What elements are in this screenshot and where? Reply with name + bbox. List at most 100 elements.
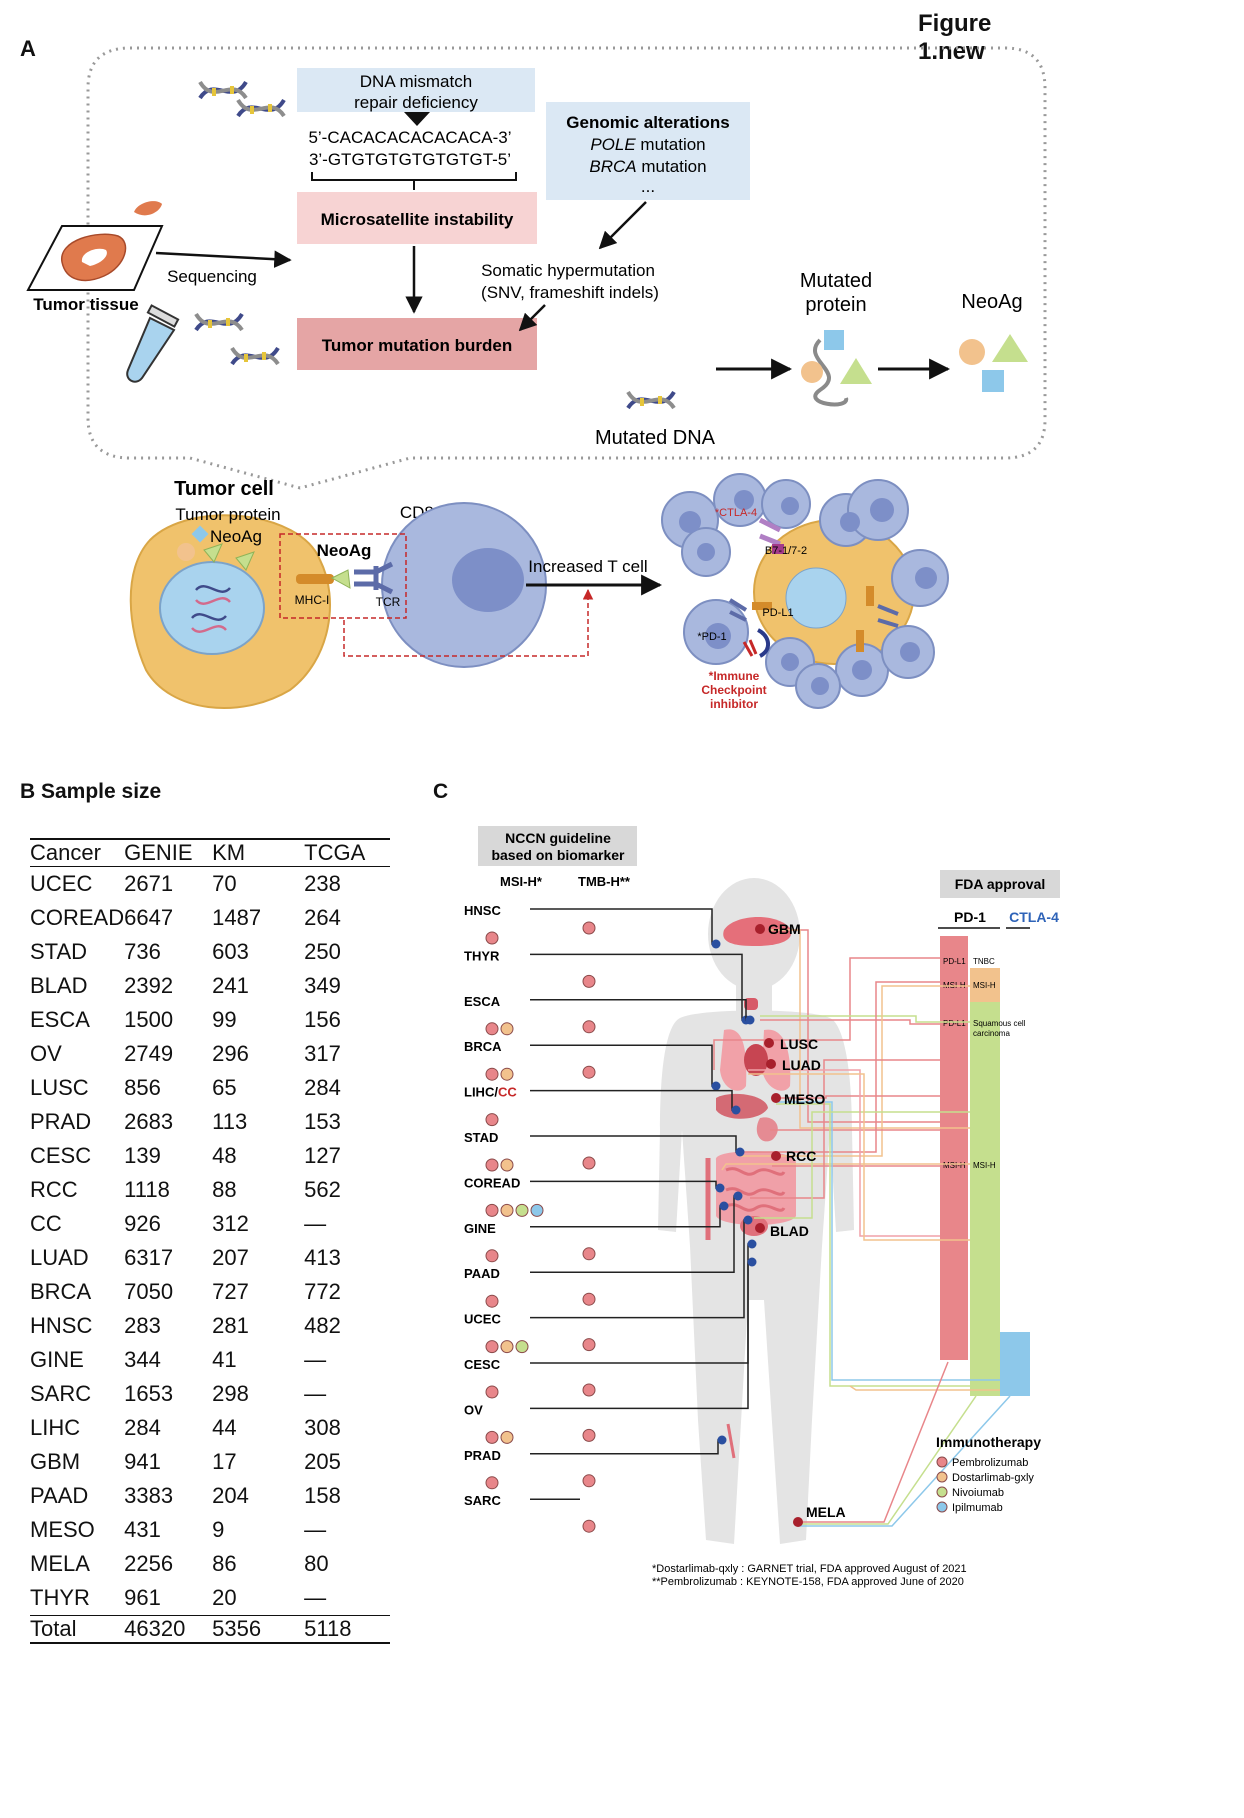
tmb-dot	[582, 1020, 596, 1034]
nccn-line2: based on biomarker	[491, 847, 625, 863]
organ-label-lusc: LUSC	[780, 1036, 818, 1052]
msi-column-header: MSI-H*	[500, 874, 543, 889]
mismatch-line2: repair deficiency	[354, 93, 478, 112]
dostar-bar	[970, 968, 1000, 1002]
cell-km: 241	[212, 973, 249, 998]
legend-label-ipi: Ipilmumab	[952, 1502, 1003, 1514]
cell-cancer: BRCA	[30, 1279, 92, 1304]
table-row: UCEC 2671 70 238	[30, 867, 390, 902]
msi-dot-pembro	[485, 1203, 499, 1217]
legend: Pembrolizumab Dostarlimab-gxly Nivoiumab Ip…	[936, 1456, 1034, 1514]
organ-label-gbm: GBM	[768, 921, 801, 937]
cell-cancer: ESCA	[30, 1007, 90, 1032]
ici-line3: inhibitor	[710, 697, 758, 711]
cell-cancer: LIHC	[30, 1415, 81, 1440]
cell-km: 20	[212, 1585, 237, 1610]
bar-label-msih-4: MSI-H	[973, 1161, 996, 1170]
table-body: UCEC 2671 70 238 COREAD 6647 1487 264 STAD 736 603…	[30, 867, 390, 1616]
tmb-dot	[582, 1247, 596, 1261]
cell-tcga: 250	[304, 939, 341, 964]
bar-label-squamous-1: Squamous cell	[973, 1019, 1026, 1028]
figure-title: Figure 1.new	[918, 10, 1028, 66]
cancer-label: COREAD	[464, 1175, 520, 1190]
legend-swatch-dostar	[936, 1471, 948, 1483]
cancer-rows: HNSC THYR ESCA BRCA LIHC/CC STAD COREAD GINE PAA…	[464, 903, 757, 1533]
organ-dot	[717, 1435, 727, 1445]
cell-km: 17	[212, 1449, 237, 1474]
genomic-line-pole: POLE mutation	[590, 135, 705, 154]
organ-dot	[735, 1147, 745, 1157]
mutated-protein-icon	[801, 330, 872, 407]
cell-genie: 736	[124, 939, 161, 964]
msi-dot-pembro	[485, 1249, 499, 1263]
cell-km: 65	[212, 1075, 237, 1100]
genomic-line-brca: BRCA mutation	[589, 157, 706, 176]
table-row: LUSC 856 65 284	[30, 1071, 390, 1105]
tmb-dot	[582, 1519, 596, 1533]
cancer-connector	[530, 1439, 722, 1455]
tcr-label: TCR	[376, 595, 401, 609]
ici-line1: *Immune	[709, 669, 760, 683]
cell-km: 207	[212, 1245, 249, 1270]
fda-box	[940, 870, 1060, 898]
msi-dot-pembro	[485, 931, 499, 945]
msi-dot-dostar	[500, 1067, 514, 1081]
cell-genie: 1653	[124, 1381, 174, 1406]
ipi-bar	[1000, 1332, 1030, 1396]
cell-genie: 2749	[124, 1041, 174, 1066]
cancer-label: STAD	[464, 1130, 498, 1145]
dna-icon-mutated	[626, 390, 676, 410]
cell-tcga: 238	[304, 871, 341, 896]
cell-tcga: —	[304, 1517, 327, 1542]
cell-cancer: HNSC	[30, 1313, 93, 1338]
cell-cancer: LUAD	[30, 1245, 89, 1270]
cell-genie: 3383	[124, 1483, 174, 1508]
table-row: STAD 736 603 250	[30, 935, 390, 969]
cell-genie: 139	[124, 1143, 161, 1168]
organ-dot	[731, 1105, 741, 1115]
cell-genie: 284	[124, 1415, 161, 1440]
tmb-dot	[582, 921, 596, 935]
cell-tcga: 772	[304, 1279, 341, 1304]
tmb-dot	[582, 1428, 596, 1442]
dna-icon-mid	[194, 312, 280, 366]
cell-genie: 1118	[124, 1177, 170, 1202]
tmb-dot	[582, 1292, 596, 1306]
approval-connectors	[713, 929, 1011, 1527]
cell-km: 86	[212, 1551, 237, 1576]
tmb-column-header: TMB-H**	[578, 874, 631, 889]
table-row: PAAD 3383 204 158	[30, 1479, 390, 1513]
tmb-dot	[582, 1383, 596, 1397]
panel-a-diagram: DNA mismatch repair deficiency 5’-CACACA…	[26, 46, 1047, 711]
cell-tcga: 317	[304, 1041, 341, 1066]
organ-dot	[745, 1015, 755, 1025]
cell-genie: 283	[124, 1313, 161, 1338]
cell-cancer: LUSC	[30, 1075, 89, 1100]
mutated-protein-l2: protein	[805, 294, 866, 316]
legend-swatch-nivo	[936, 1486, 948, 1498]
msi-box	[297, 192, 537, 244]
legend-swatch-ipi	[936, 1501, 948, 1513]
table-row: CC 926 312 —	[30, 1207, 390, 1241]
legend-label-nivo: Nivoiumab	[952, 1487, 1004, 1499]
cell-tcga: 205	[304, 1449, 341, 1474]
genomic-box	[546, 102, 750, 200]
cell-cancer: MELA	[30, 1551, 90, 1576]
cell-tcga: 127	[304, 1143, 341, 1168]
bar-label-squamous-2: carcinoma	[973, 1029, 1010, 1038]
cancer-label: THYR	[464, 948, 500, 963]
nivo-bar	[970, 968, 1000, 1396]
tmb-dot	[582, 974, 596, 988]
figure-title-text: Figure 1.new	[918, 10, 992, 65]
msi-box-text: Microsatellite instability	[321, 210, 514, 229]
panel-a-label: A	[20, 36, 36, 61]
human-body-silhouette	[658, 878, 854, 1544]
table-row: CESC 139 48 127	[30, 1139, 390, 1173]
cell-km: 727	[212, 1279, 249, 1304]
cell-tcga: —	[304, 1585, 327, 1610]
cancer-connector	[530, 953, 746, 1021]
seq-top: 5’-CACACACACACACA-3’	[308, 128, 511, 147]
msi-dot-pembro	[485, 1113, 499, 1127]
cell-tcga: 308	[304, 1415, 341, 1440]
organ-label-mela: MELA	[806, 1504, 846, 1520]
